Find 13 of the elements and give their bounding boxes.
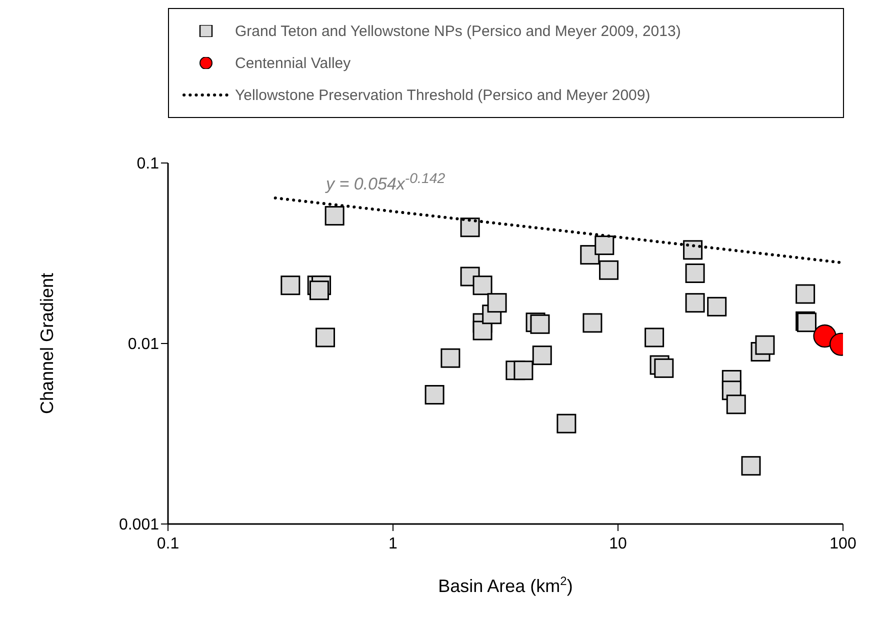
legend-label: Centennial Valley [235,54,351,72]
x-tick-label: 0.1 [156,535,180,552]
x-tick-label: 100 [830,535,856,552]
y-tick-label: 0.01 [128,336,160,354]
legend-label: Yellowstone Preservation Threshold (Persico and Meyer 2009) [235,86,650,104]
x-axis-title: Basin Area (km$^{2}$) [438,574,573,596]
y-tick-label: 0.001 [118,516,160,534]
x-tick-label: 1 [388,535,398,552]
x-tick-label: 10 [609,535,627,552]
y-tick-label: 0.1 [136,156,160,173]
annotation: y = 0.054x$^{-0.142}$ [326,171,446,195]
legend-label: Grand Teton and Yellowstone NPs (Persico and Meyer 2009, 2013) [235,22,681,40]
y-axis-title: Channel Gradient [37,272,57,414]
